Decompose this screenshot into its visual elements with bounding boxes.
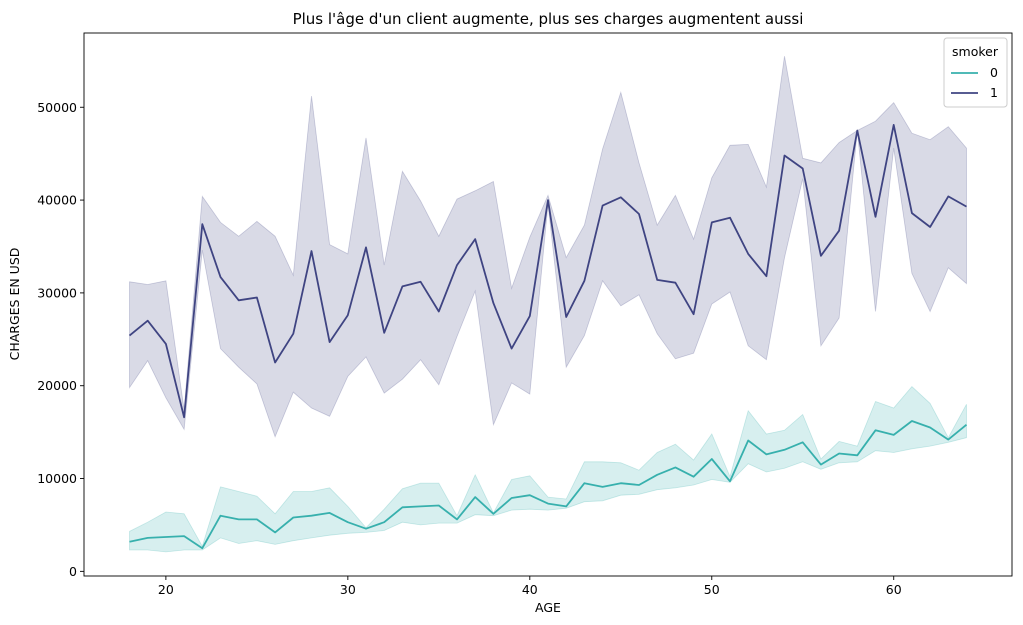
y-tick-label: 20000 <box>37 378 77 393</box>
x-tick-label: 60 <box>886 582 902 597</box>
x-tick-label: 30 <box>340 582 356 597</box>
legend-title: smoker <box>952 44 999 59</box>
y-tick-label: 0 <box>69 564 77 579</box>
x-tick-label: 20 <box>158 582 174 597</box>
x-tick-label: 50 <box>704 582 720 597</box>
legend-label-0: 0 <box>990 65 998 80</box>
series-line-0 <box>129 420 968 550</box>
confidence-bands <box>129 56 967 553</box>
confidence-band-1 <box>129 56 967 438</box>
series-lines <box>128 124 968 550</box>
x-tick-label: 40 <box>522 582 538 597</box>
series-line-1 <box>128 124 967 419</box>
y-tick-label: 40000 <box>37 193 77 208</box>
x-axis-label: AGE <box>535 600 561 615</box>
confidence-band-0 <box>129 386 967 553</box>
x-axis: 20 30 40 50 60 <box>158 576 902 597</box>
legend-label-1: 1 <box>990 85 998 100</box>
legend: smoker 0 1 <box>943 37 1008 108</box>
y-tick-label: 30000 <box>37 285 77 300</box>
plot-frame <box>83 32 1013 577</box>
chart-title: Plus l'âge d'un client augmente, plus se… <box>293 10 804 28</box>
y-tick-label: 50000 <box>37 100 77 115</box>
y-axis-label: CHARGES EN USD <box>7 248 22 361</box>
y-axis: 0 10000 20000 30000 40000 50000 <box>37 100 84 579</box>
y-tick-label: 10000 <box>37 471 77 486</box>
